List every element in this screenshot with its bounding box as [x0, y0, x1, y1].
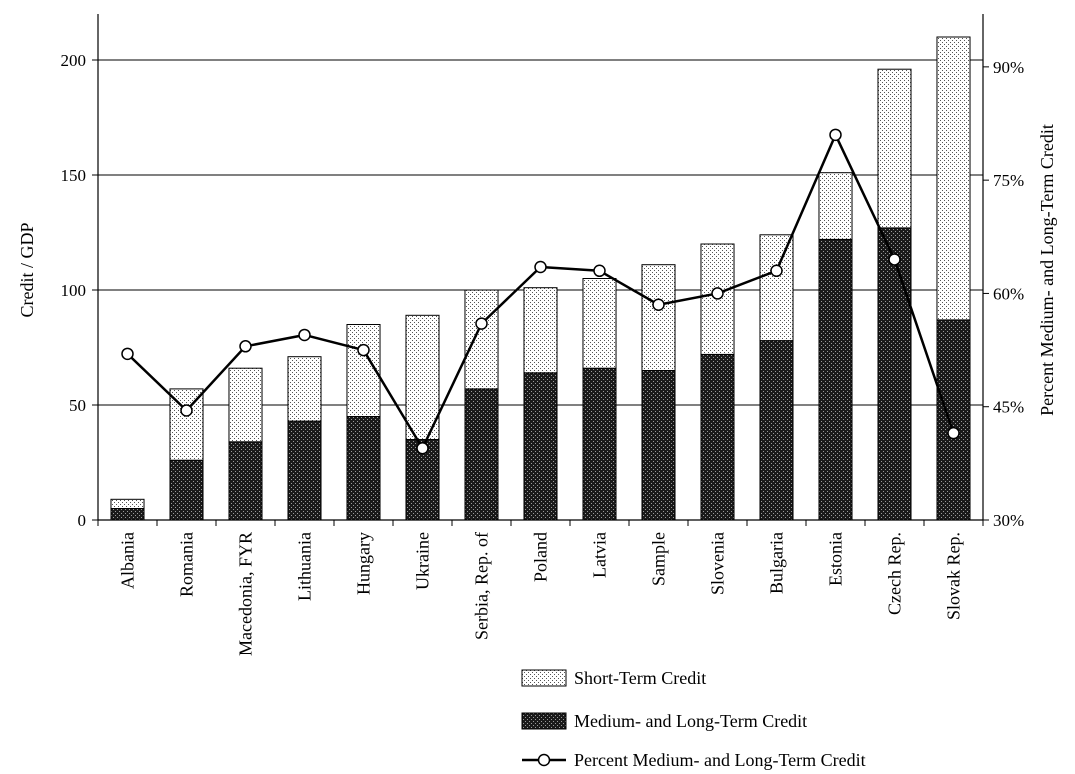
bar-short-term-3: [287, 356, 322, 422]
bar-short-term-2: [228, 367, 263, 443]
category-label-1: Romania: [177, 532, 197, 597]
right-axis-ticks: 30% 45% 60% 75% 90%: [983, 58, 1024, 530]
bar-short-term-13: [877, 68, 912, 229]
category-label-9: Sample: [649, 532, 669, 586]
percent-point-13: [888, 253, 901, 266]
bar-medium-long-7: [523, 372, 558, 521]
y-tick-label-3: 150: [61, 166, 87, 185]
percent-point-3: [298, 328, 311, 342]
category-label-0: Albania: [118, 532, 138, 589]
bar-medium-long-0: [110, 508, 145, 521]
bar-medium-long-14: [936, 319, 971, 521]
percent-point-11: [770, 264, 783, 278]
category-label-11: Bulgaria: [767, 532, 787, 594]
percent-point-0: [121, 347, 134, 361]
category-label-2: Macedonia, FYR: [236, 532, 256, 656]
bar-short-term-8: [582, 278, 617, 369]
bar-medium-long-12: [818, 238, 853, 521]
bar-short-term-12: [818, 172, 853, 240]
legend-swatch-medium-long-term: [521, 712, 567, 730]
percent-point-5: [416, 442, 429, 455]
bar-short-term-14: [936, 36, 971, 321]
category-label-7: Poland: [531, 532, 551, 582]
bar-short-term-9: [641, 264, 676, 372]
category-label-13: Czech Rep.: [885, 532, 905, 615]
bar-medium-long-1: [169, 459, 204, 521]
bar-medium-long-9: [641, 370, 676, 521]
bar-medium-long-4: [346, 416, 381, 521]
y2-tick-label-2: 60%: [993, 284, 1024, 303]
category-label-14: Slovak Rep.: [944, 532, 964, 620]
bar-medium-long-2: [228, 441, 263, 521]
category-labels: Albania Romania Macedonia, FYR Lithuania Hun…: [118, 532, 964, 656]
y2-tick-label-4: 90%: [993, 58, 1024, 77]
category-label-8: Latvia: [590, 532, 610, 578]
y2-tick-label-1: 45%: [993, 398, 1024, 417]
category-label-10: Slovenia: [708, 532, 728, 595]
bar-short-term-5: [405, 314, 440, 440]
axes: [97, 14, 984, 526]
bar-medium-long-3: [287, 420, 322, 521]
y-tick-label-4: 200: [61, 51, 87, 70]
legend-label-medium-long-term: Medium- and Long-Term Credit: [574, 711, 807, 731]
percent-point-14: [947, 426, 960, 440]
y-axis-title: Credit / GDP: [17, 222, 37, 317]
y-tick-label-2: 100: [61, 281, 87, 300]
bars: [110, 36, 971, 521]
legend: Short-Term Credit Medium- and Long-Term …: [521, 668, 866, 770]
percent-point-12: [829, 128, 842, 142]
percent-point-2: [239, 340, 252, 353]
legend-marker-percent: [537, 753, 551, 767]
percent-point-7: [534, 260, 547, 274]
bar-short-term-0: [110, 498, 145, 509]
category-label-3: Lithuania: [295, 532, 315, 601]
percent-point-6: [475, 317, 488, 330]
category-label-12: Estonia: [826, 532, 846, 586]
bar-medium-long-11: [759, 340, 794, 521]
left-axis-ticks: 0 50 100 150 200: [61, 51, 98, 530]
bar-short-term-6: [464, 289, 499, 390]
percent-line: [121, 128, 960, 455]
category-label-6: Serbia, Rep. of: [472, 532, 492, 640]
percent-point-1: [180, 404, 193, 417]
legend-swatch-short-term: [521, 669, 567, 687]
category-label-5: Ukraine: [413, 532, 433, 590]
y2-tick-label-0: 30%: [993, 511, 1024, 530]
percent-point-9: [652, 298, 665, 312]
category-label-4: Hungary: [354, 532, 374, 595]
bar-short-term-11: [759, 234, 794, 342]
y-tick-label-1: 50: [69, 396, 86, 415]
percent-point-10: [711, 287, 724, 300]
bar-medium-long-13: [877, 227, 912, 521]
y-tick-label-0: 0: [78, 511, 87, 530]
legend-label-percent: Percent Medium- and Long-Term Credit: [574, 750, 866, 770]
percent-point-4: [357, 343, 370, 357]
bar-medium-long-10: [700, 353, 735, 521]
bar-short-term-7: [523, 287, 558, 374]
y2-tick-label-3: 75%: [993, 171, 1024, 190]
legend-label-short-term: Short-Term Credit: [574, 668, 706, 688]
percent-point-8: [593, 264, 606, 278]
bar-medium-long-8: [582, 367, 617, 521]
y2-axis-title: Percent Medium- and Long-Term Credit: [1037, 124, 1057, 416]
bar-medium-long-6: [464, 388, 499, 521]
